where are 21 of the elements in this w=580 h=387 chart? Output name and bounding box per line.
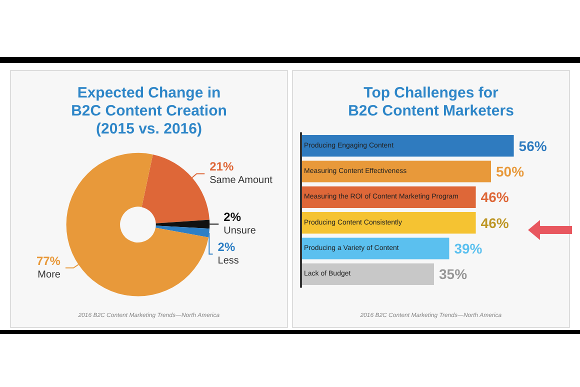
- bar: [301, 160, 491, 182]
- data-label: 46%: [480, 189, 510, 206]
- slice-label: More: [38, 269, 61, 280]
- data-label: 21%: [210, 160, 234, 174]
- data-label: 46%: [480, 214, 510, 231]
- data-label: 39%: [454, 240, 483, 256]
- slice-label: Same Amount: [210, 175, 273, 186]
- bar: [301, 135, 514, 157]
- data-label: 77%: [36, 254, 61, 268]
- chart-title: Expected Change in B2C Content Creation (2015 vs. 2016): [71, 84, 227, 138]
- data-label: 56%: [518, 138, 548, 154]
- data-label: 2%: [218, 240, 236, 254]
- bar: [301, 238, 450, 260]
- chart-title: Top Challenges for B2C Content Marketers: [348, 84, 514, 120]
- data-label: 2%: [224, 210, 242, 224]
- data-label: 50%: [496, 164, 525, 180]
- data-label: 35%: [439, 266, 468, 282]
- slice-label: Unsure: [224, 226, 256, 237]
- bar: [301, 212, 476, 234]
- bar: [301, 263, 434, 285]
- slice-label: Less: [218, 256, 239, 267]
